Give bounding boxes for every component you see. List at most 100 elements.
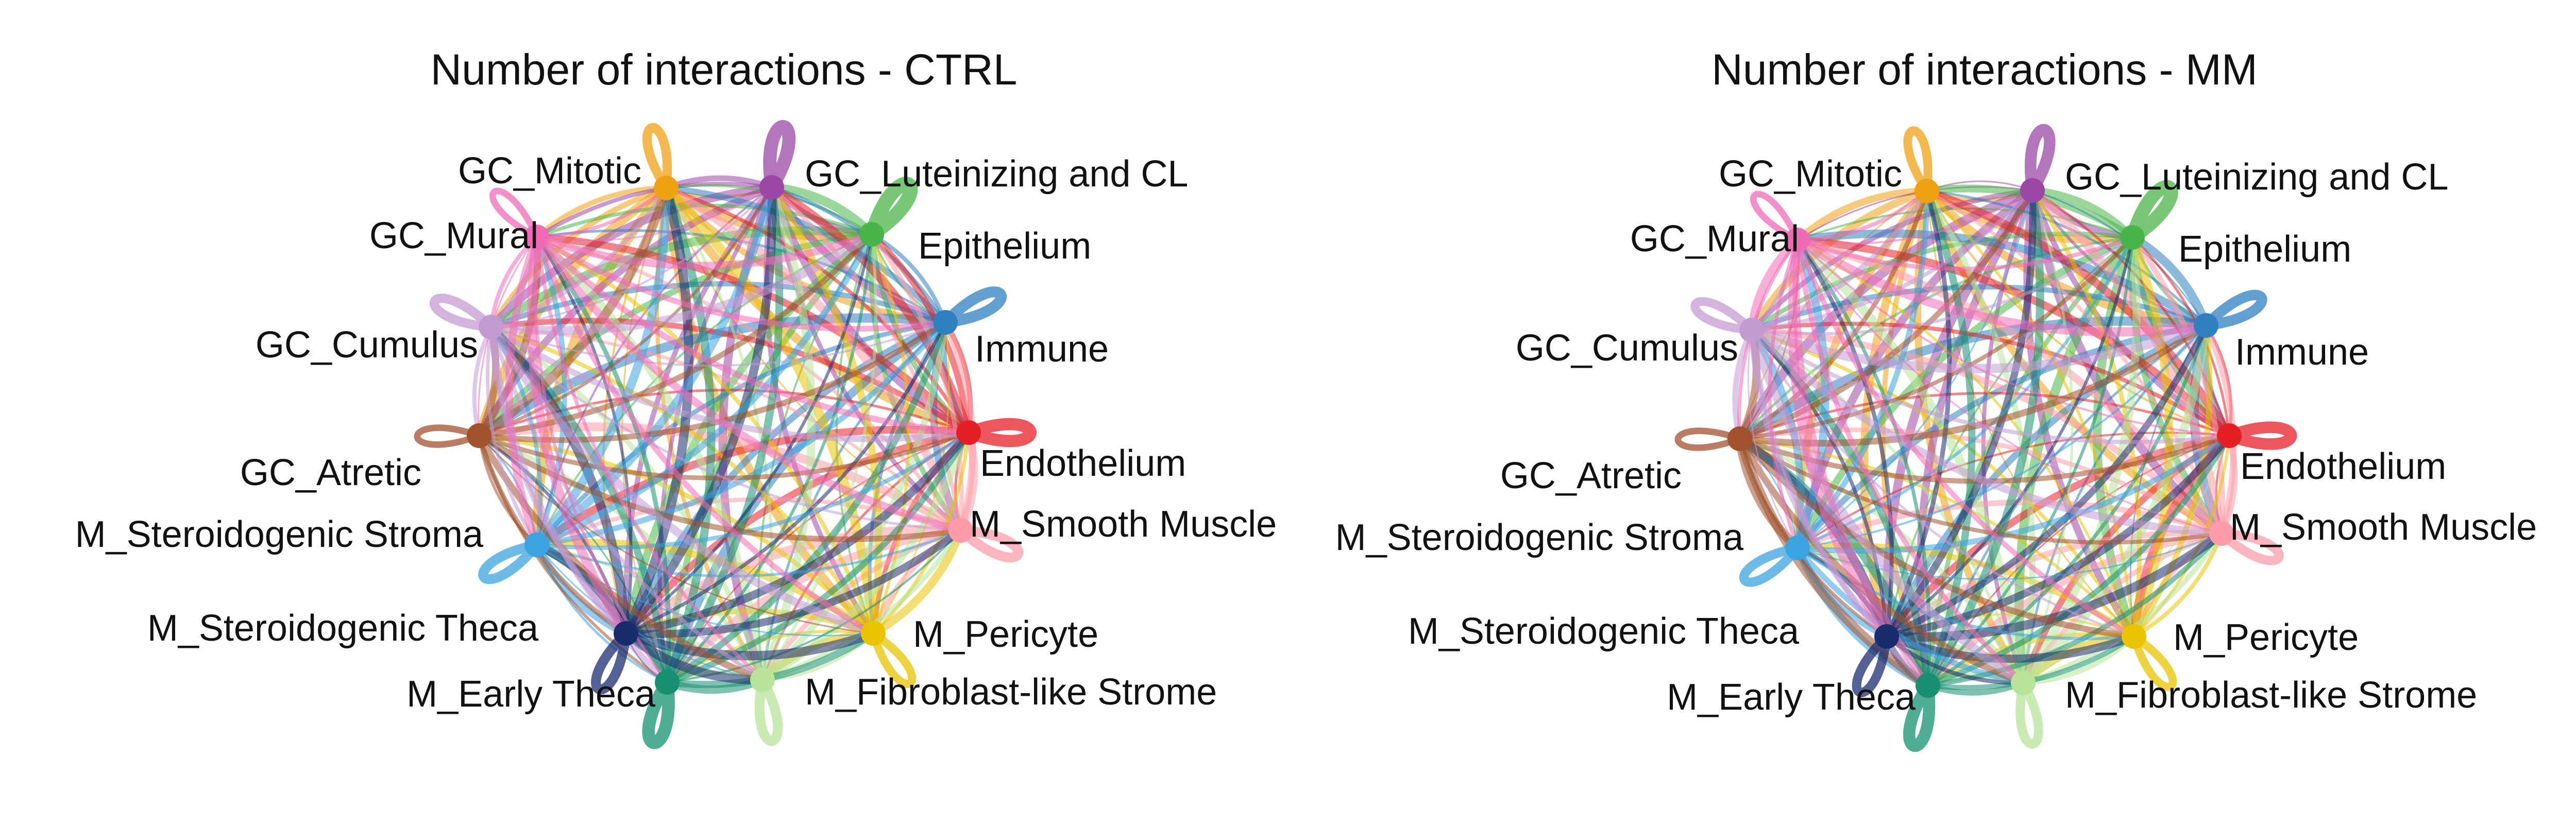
edge-gc-mural-to-m-pericyte xyxy=(1795,237,2137,639)
node-m-early-theca xyxy=(1916,673,1940,698)
edge-gc-mural-to-immune xyxy=(1793,235,2211,337)
node-m-steroidogenic-theca xyxy=(614,621,638,646)
node-endothelium xyxy=(2217,423,2242,448)
self-loop-gc-cumulus xyxy=(429,294,495,332)
self-loop-m-smooth-muscle xyxy=(2218,528,2284,565)
edge-gc-mural-to-endothelium xyxy=(1797,239,2230,437)
label-m-pericyte: M_Pericyte xyxy=(2173,617,2359,658)
self-loop-m-steroidogenic-stroma xyxy=(478,540,541,585)
self-loop-gc-mitotic xyxy=(1903,126,1933,194)
edge-gc-cumulus-to-epithelium xyxy=(486,230,876,335)
label-m-steroidogenic-stroma: M_Steroidogenic Stroma xyxy=(1335,517,1744,558)
edge-gc-mural-to-epithelium xyxy=(1795,235,2134,271)
node-m-fibroblast-like-strome xyxy=(2011,671,2036,695)
label-gc-luteinizing-and-cl: GC_Luteinizing and CL xyxy=(805,153,1188,195)
label-gc-mitotic: GC_Mitotic xyxy=(1719,153,1902,195)
node-gc-mural xyxy=(524,225,549,249)
edge-m-steroidogenic-stroma-to-immune xyxy=(1797,324,2207,549)
node-gc-mitotic xyxy=(1914,179,1939,203)
panel-title-ctrl: Number of interactions - CTRL xyxy=(430,45,1017,94)
edge-gc-luteinizing-and-cl-to-gc-mitotic xyxy=(663,175,775,191)
node-immune xyxy=(2194,313,2218,338)
edge-gc-mural-to-gc-mitotic xyxy=(535,186,668,239)
self-loop-gc-atretic xyxy=(414,424,481,448)
node-gc-cumulus xyxy=(479,315,503,339)
self-loop-m-pericyte xyxy=(2130,633,2177,691)
edge-gc-mural-to-m-pericyte xyxy=(534,234,876,637)
edge-m-steroidogenic-stroma-to-immune xyxy=(534,319,948,548)
edge-gc-mural-to-m-steroidogenic-theca xyxy=(527,232,631,638)
panel-title-mm: Number of interactions - MM xyxy=(1711,45,2258,94)
loop-layer-ctrl xyxy=(414,120,1037,749)
node-m-fibroblast-like-strome xyxy=(750,667,775,692)
edge-gc-atretic-to-m-steroidogenic-stroma xyxy=(1735,434,1802,553)
self-loop-immune xyxy=(941,286,1007,328)
edge-m-steroidogenic-stroma-to-endothelium xyxy=(1794,433,2232,554)
node-m-early-theca xyxy=(655,670,680,695)
edge-m-pericyte-to-gc-mural xyxy=(1796,238,2136,638)
self-loop-gc-mural xyxy=(1750,191,1801,243)
edge-gc-cumulus-to-m-fibroblast-like-strome xyxy=(1747,325,2028,688)
edge-gc-atretic-to-m-steroidogenic-stroma xyxy=(478,434,538,546)
label-gc-mural: GC_Mural xyxy=(1630,218,1799,260)
label-m-fibroblast-like-strome: M_Fibroblast-like Strome xyxy=(805,672,1217,713)
edge-gc-luteinizing-and-cl-to-gc-mural xyxy=(535,181,774,239)
label-epithelium: Epithelium xyxy=(2178,229,2351,270)
label-endothelium: Endothelium xyxy=(980,443,1186,484)
edge-gc-mitotic-to-m-smooth-muscle xyxy=(665,187,962,531)
loop-layer-mm xyxy=(1674,124,2297,752)
edge-gc-atretic-to-m-smooth-muscle xyxy=(1738,437,2224,545)
edge-m-early-theca-to-m-pericyte xyxy=(1925,634,2137,691)
edge-m-steroidogenic-theca-to-gc-cumulus xyxy=(1750,328,1889,639)
edge-gc-cumulus-to-gc-atretic xyxy=(472,325,493,438)
node-m-smooth-muscle xyxy=(948,518,973,543)
self-loop-endothelium xyxy=(2227,421,2297,450)
label-m-steroidogenic-theca: M_Steroidogenic Theca xyxy=(147,608,539,649)
edge-gc-cumulus-to-m-steroidogenic-stroma xyxy=(485,325,539,547)
node-epithelium xyxy=(2120,225,2145,250)
node-immune xyxy=(933,310,958,335)
edge-gc-cumulus-to-gc-mitotic xyxy=(488,185,669,330)
self-loop-epithelium xyxy=(2126,180,2178,244)
edge-immune-to-m-steroidogenic-theca xyxy=(1883,322,2210,640)
edge-gc-mural-to-gc-cumulus xyxy=(489,235,539,329)
label-m-early-theca: M_Early Theca xyxy=(406,674,656,715)
edge-gc-luteinizing-and-cl-to-m-steroidogenic-theca xyxy=(623,185,774,636)
edge-gc-cumulus-to-gc-mitotic xyxy=(1749,188,1930,333)
panel-ctrl: Number of interactions - CTRL GC_Mitotic… xyxy=(75,45,1277,749)
edge-m-fibroblast-like-strome-to-gc-luteinizing-and-cl xyxy=(2022,189,2074,684)
self-loop-m-steroidogenic-theca xyxy=(1852,633,1891,697)
edge-gc-atretic-to-gc-luteinizing-and-cl xyxy=(478,186,773,437)
edge-m-smooth-muscle-to-endothelium xyxy=(2218,433,2238,537)
node-m-pericyte xyxy=(2122,624,2146,649)
edge-layer-ctrl xyxy=(472,175,978,694)
label-m-steroidogenic-stroma: M_Steroidogenic Stroma xyxy=(75,514,484,555)
edge-epithelium-to-gc-luteinizing-and-cl xyxy=(2028,186,2137,242)
node-gc-mitotic xyxy=(654,176,679,200)
edge-m-early-theca-to-gc-mitotic xyxy=(1923,187,1976,689)
edge-gc-mural-to-gc-cumulus xyxy=(1747,235,1802,335)
node-layer-ctrl xyxy=(467,175,981,695)
edge-gc-atretic-to-m-smooth-muscle xyxy=(476,433,964,542)
label-gc-luteinizing-and-cl: GC_Luteinizing and CL xyxy=(2065,157,2448,198)
edge-gc-mural-to-m-fibroblast-like-strome xyxy=(535,235,765,682)
edge-gc-mitotic-to-gc-mural xyxy=(534,185,669,239)
edge-gc-cumulus-to-m-smooth-muscle xyxy=(489,325,962,532)
node-m-steroidogenic-theca xyxy=(1874,624,1899,649)
self-loop-m-fibroblast-like-strome xyxy=(754,677,783,746)
edge-m-steroidogenic-stroma-to-m-pericyte xyxy=(1796,546,2136,641)
node-layer-mm xyxy=(1727,178,2242,698)
edge-m-smooth-muscle-to-epithelium xyxy=(2129,234,2225,537)
edge-gc-mural-to-m-smooth-muscle xyxy=(1797,239,2223,535)
node-m-smooth-muscle xyxy=(2209,521,2234,546)
label-m-smooth-muscle: M_Smooth Muscle xyxy=(2230,507,2537,548)
edge-gc-mural-to-gc-luteinizing-and-cl xyxy=(1797,190,2033,245)
edge-gc-mural-to-gc-luteinizing-and-cl xyxy=(536,186,773,242)
edge-m-steroidogenic-theca-to-m-pericyte xyxy=(621,629,878,661)
self-loop-m-early-theca xyxy=(1903,682,1936,752)
self-loop-immune xyxy=(2202,289,2267,331)
edge-gc-cumulus-to-m-steroidogenic-theca xyxy=(1749,327,1890,640)
edge-gc-mural-to-m-steroidogenic-theca xyxy=(1788,235,1891,641)
edge-gc-cumulus-to-m-smooth-muscle xyxy=(1748,326,2226,538)
